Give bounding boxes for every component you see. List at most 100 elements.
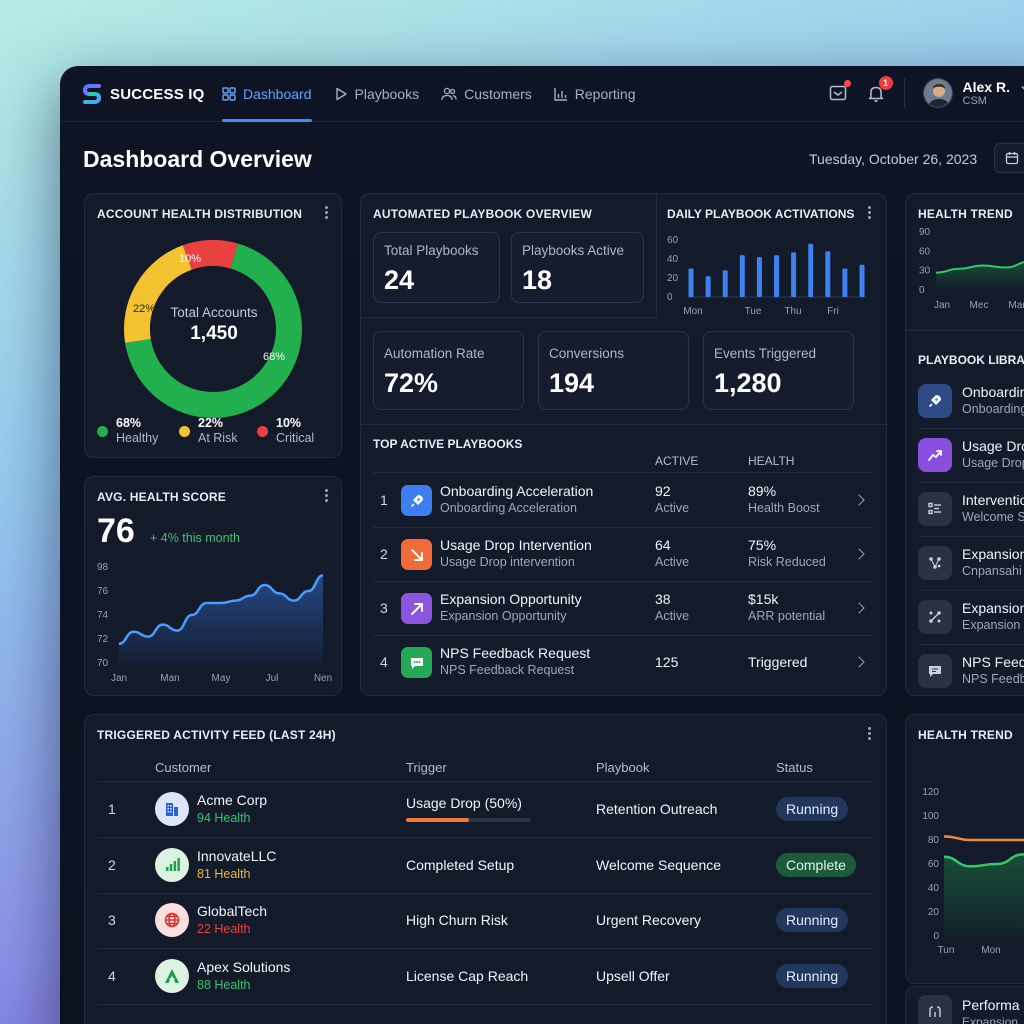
- activity-row[interactable]: 3 GlobalTech 22 Health High Churn Risk Urgen…: [85, 893, 888, 949]
- donut-slice-healthy[interactable]: [125, 243, 302, 418]
- customer-name[interactable]: Acme Corp: [197, 792, 268, 808]
- activation-bar[interactable]: [688, 268, 694, 298]
- health-value: 75%: [748, 537, 777, 553]
- nav-playbooks[interactable]: Playbooks: [334, 66, 419, 122]
- donut-slice-at-risk[interactable]: [124, 245, 193, 343]
- divider: [903, 78, 905, 108]
- nav-dashboard[interactable]: Dashboard: [222, 66, 312, 122]
- activation-bar[interactable]: [722, 270, 728, 297]
- activation-bar[interactable]: [791, 252, 797, 297]
- activation-bar[interactable]: [842, 268, 848, 298]
- donut-center-label: Total Accounts: [170, 305, 258, 320]
- notifications-button[interactable]: 1: [866, 76, 893, 103]
- y-tick-label: 80: [928, 835, 940, 846]
- divider: [918, 482, 1024, 483]
- activity-row[interactable]: 4 Apex Solutions 88 Health License Cap Reac…: [85, 949, 888, 1005]
- arrow-up-right-icon: [401, 593, 432, 624]
- nav-customers[interactable]: Customers: [441, 66, 532, 122]
- donut-slice-critical[interactable]: [182, 240, 238, 270]
- stat-automation-rate: Automation Rate 72%: [373, 331, 524, 410]
- playbook-name: Welcome Sequence: [596, 856, 722, 873]
- playbook-row[interactable]: 2 Usage Drop Intervention Usage Drop inter…: [361, 528, 888, 582]
- x-tick-label: Jul: [266, 673, 279, 684]
- more-options-icon[interactable]: [868, 206, 872, 220]
- divider: [97, 892, 874, 894]
- library-item-sub: Welcome S: [962, 510, 1024, 524]
- active-count: 38: [655, 591, 671, 607]
- user-menu[interactable]: Alex R. CSM: [922, 78, 1024, 108]
- logo[interactable]: SUCCESS IQ: [82, 82, 205, 106]
- trend-icon: [918, 438, 952, 472]
- performance-card: Performa Expansion: [905, 986, 1024, 1024]
- card-title: ACCOUNT HEALTH DISTRIBUTION: [97, 207, 303, 221]
- divider: [97, 948, 874, 949]
- library-item-sub: NPS Feedb: [962, 672, 1024, 686]
- playbook-row[interactable]: 3 Expansion Opportunity Expansion Opportun…: [361, 582, 888, 636]
- library-item-sub: Expansion: [962, 618, 1021, 632]
- health-distribution-card: ACCOUNT HEALTH DISTRIBUTION 68% 22% 10% …: [84, 193, 342, 458]
- col-header-health: HEALTH: [748, 454, 795, 468]
- playbook-name: NPS Feedback Request: [440, 645, 591, 661]
- inbox-button[interactable]: [828, 80, 851, 103]
- activity-row[interactable]: 1 Acme Corp 94 Health Usage Drop (50%) Reten…: [85, 782, 888, 838]
- health-value: 89%: [748, 483, 777, 499]
- building-icon: [155, 792, 189, 826]
- x-tick-label: Thu: [784, 306, 801, 317]
- playbook-row[interactable]: 1 Onboarding Acceleration Onboarding Accel…: [361, 474, 888, 528]
- user-info: Alex R. CSM: [963, 79, 1010, 107]
- divider: [97, 837, 874, 838]
- active-count: 64: [655, 537, 671, 553]
- stat-total-playbooks: Total Playbooks 24: [373, 232, 500, 303]
- more-options-icon[interactable]: [868, 727, 872, 741]
- x-tick-label: Man: [160, 673, 179, 684]
- library-item-sub: Usage Drop: [962, 456, 1024, 470]
- library-item[interactable]: Usage Drop Usage Drop: [906, 432, 1024, 483]
- nav-reporting[interactable]: Reporting: [554, 66, 635, 122]
- date-picker-button[interactable]: [994, 143, 1024, 173]
- status-badge: Running: [776, 797, 849, 821]
- top-playbooks-title: TOP ACTIVE PLAYBOOKS: [373, 437, 523, 451]
- y-tick-label: 72: [97, 634, 109, 645]
- activation-bar[interactable]: [774, 255, 779, 297]
- library-item[interactable]: Expansion Expansion: [906, 594, 1024, 645]
- activation-bar[interactable]: [756, 257, 762, 297]
- x-tick-label: Tun: [938, 945, 955, 956]
- trigger-progress-bar: [406, 818, 531, 822]
- library-item[interactable]: NPS Feed NPS Feedb: [906, 648, 1024, 698]
- customer-name[interactable]: GlobalTech: [197, 903, 268, 919]
- nav-label: Customers: [464, 86, 532, 102]
- playbook-name: Retention Outreach: [596, 801, 718, 817]
- activation-bar[interactable]: [859, 264, 865, 297]
- trigger-text: Completed Setup: [406, 856, 515, 873]
- library-item[interactable]: Intervention Welcome S: [906, 486, 1024, 537]
- trigger-text: High Churn Risk: [406, 912, 508, 928]
- customer-name[interactable]: InnovateLLC: [197, 847, 277, 864]
- performance-icon: [918, 995, 952, 1024]
- divider: [918, 644, 1024, 645]
- activation-bar[interactable]: [705, 276, 711, 297]
- y-tick-label: 60: [928, 859, 940, 870]
- chevron-right-icon: [853, 494, 865, 506]
- progress-fill: [406, 818, 469, 822]
- row-rank: 3: [108, 912, 116, 928]
- activation-bar[interactable]: [808, 243, 814, 297]
- y-tick-label: 30: [919, 266, 931, 277]
- activation-bar[interactable]: [825, 251, 831, 297]
- divider: [373, 581, 874, 582]
- library-item-sub: Cnpansahi: [962, 564, 1022, 578]
- playbook-name: Usage Drop Intervention: [440, 537, 592, 553]
- library-item[interactable]: Expansion Cnpansahi: [906, 540, 1024, 591]
- activity-row[interactable]: 2 InnovateLLC 81 Health Completed Setup Welc…: [85, 838, 888, 894]
- more-options-icon[interactable]: [325, 489, 329, 503]
- customer-name[interactable]: Apex Solutions: [197, 958, 291, 975]
- bar-chart-icon: [554, 88, 567, 101]
- activation-bar[interactable]: [739, 255, 745, 297]
- playbook-name: Upsell Offer: [596, 967, 670, 984]
- donut-center-value: 1,450: [190, 323, 238, 344]
- playbook-row[interactable]: 4 NPS Feedback Request NPS Feedback Reques…: [361, 636, 888, 690]
- more-options-icon[interactable]: [325, 206, 329, 220]
- library-item[interactable]: Onboarding Onboarding: [906, 378, 1024, 429]
- y-tick-label: 70: [97, 658, 109, 669]
- page-title: Dashboard Overview: [83, 146, 312, 172]
- signal-icon: [155, 847, 189, 882]
